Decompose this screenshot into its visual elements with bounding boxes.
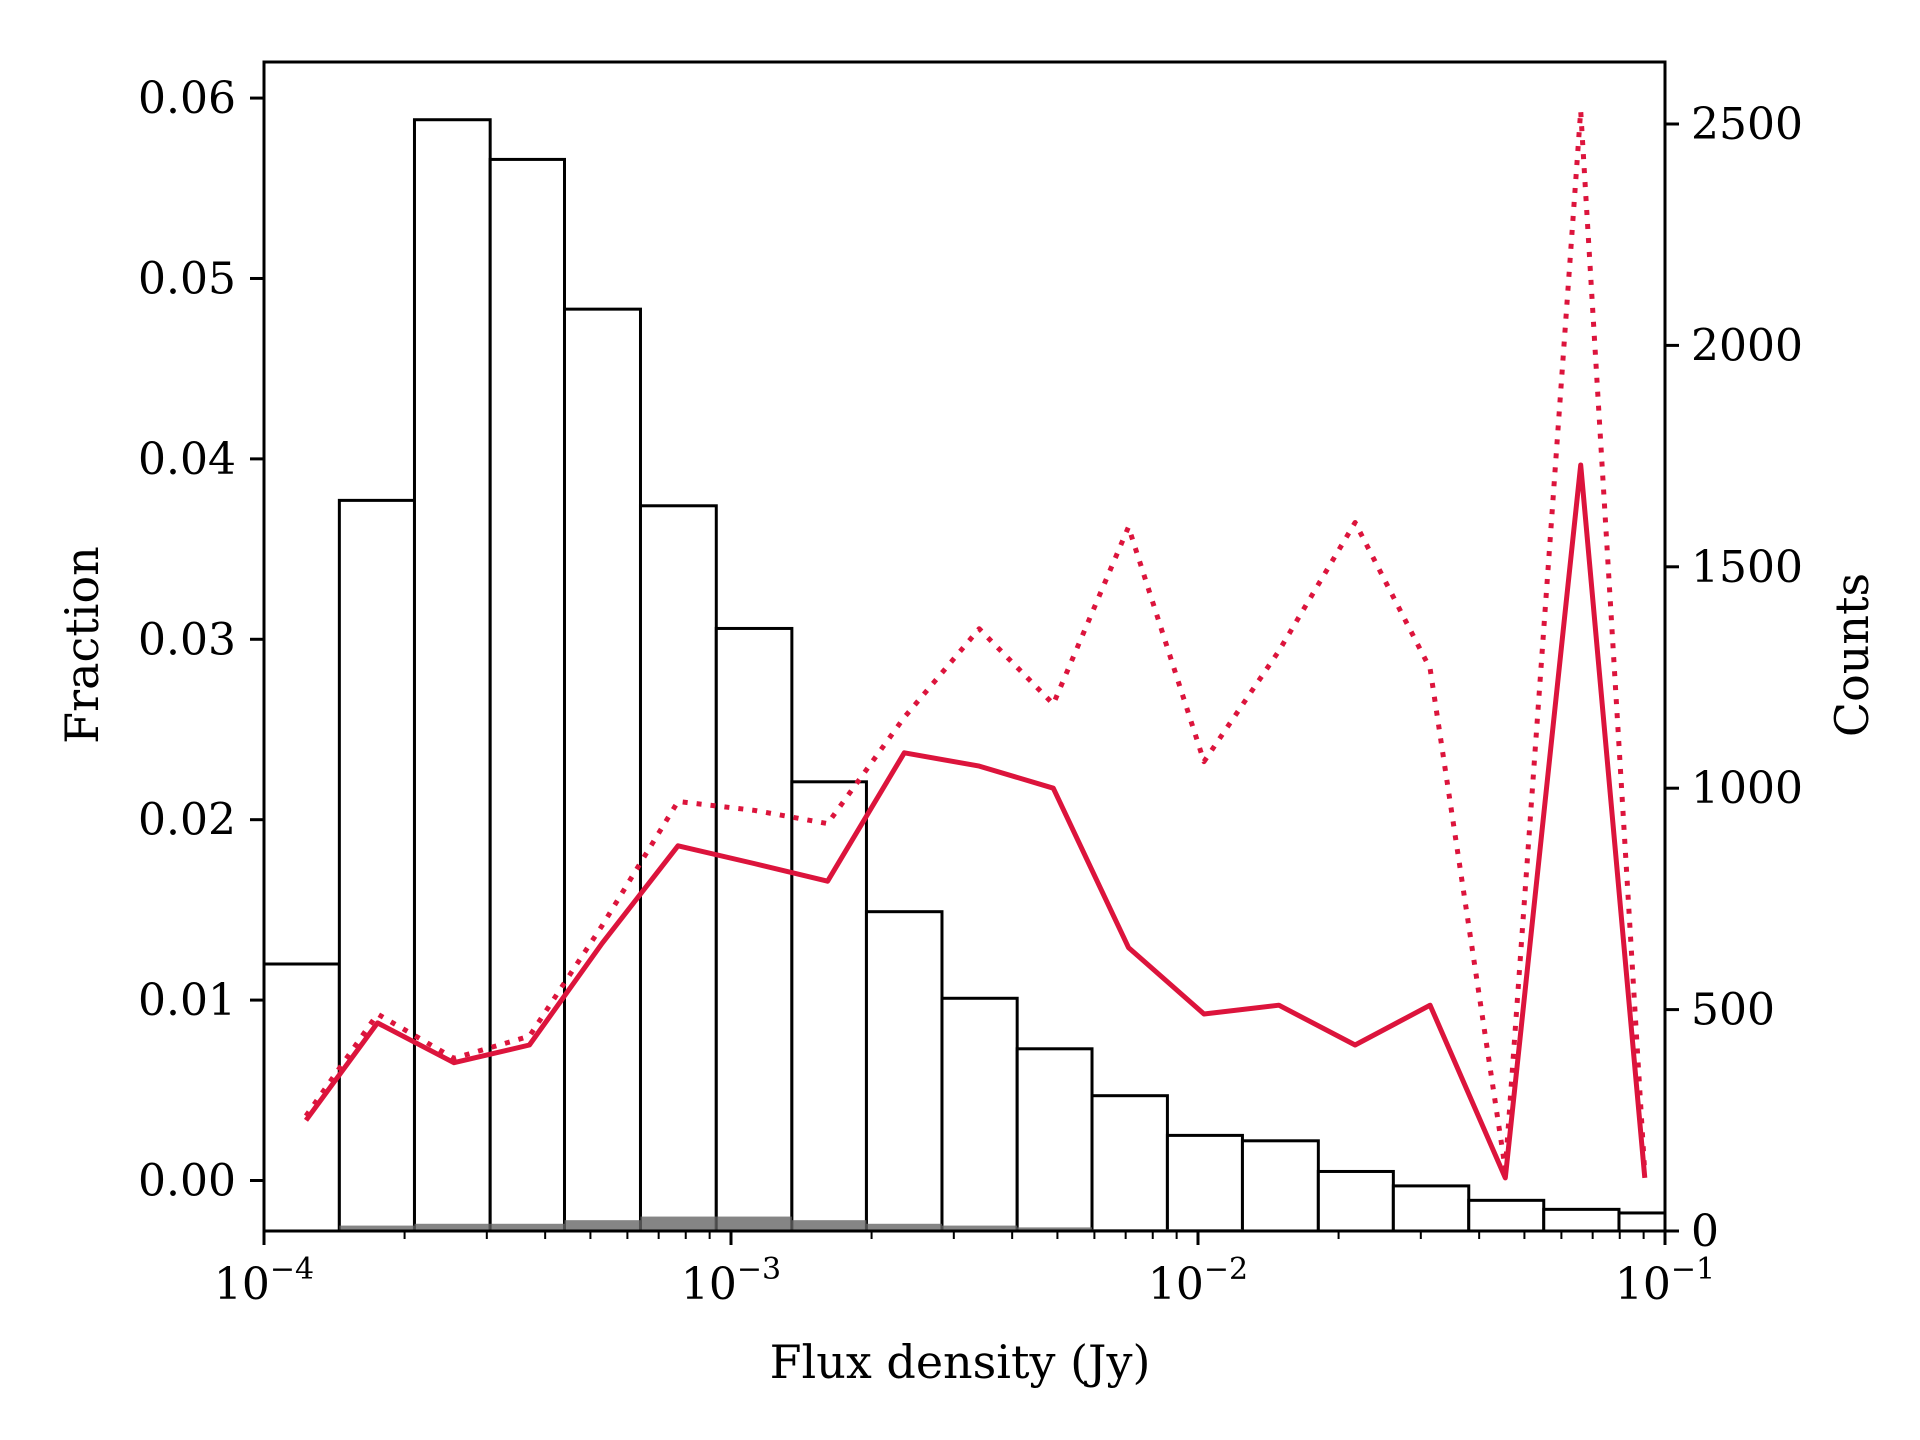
- histogram-bar: [1015, 1047, 1094, 1233]
- y-axis-left-label: Fraction: [55, 546, 109, 744]
- x-tick-label: 10−1: [1615, 1252, 1715, 1310]
- y-left-tick-label: 0.04: [138, 434, 236, 485]
- histogram-bar: [1165, 1133, 1244, 1233]
- histogram-bar: [790, 780, 868, 1233]
- subset-bar: [640, 1216, 717, 1231]
- histogram-bar: [1391, 1184, 1471, 1233]
- histogram-bar: [940, 996, 1019, 1233]
- subset-bar: [490, 1223, 565, 1231]
- y-axis-left: 0.00 0.01 0.02 0.03 0.04 0.05 0.06: [138, 73, 264, 1206]
- y-axis-right-label: Counts: [1825, 573, 1879, 737]
- histogram-bar: [638, 504, 718, 1233]
- y-right-tick-label: 500: [1691, 985, 1775, 1036]
- histogram-bar: [1240, 1139, 1320, 1233]
- histogram-bar: [262, 962, 341, 1233]
- histogram-bar: [864, 910, 944, 1233]
- y-right-tick-label: 2500: [1691, 99, 1803, 150]
- x-tick-label: 10−4: [214, 1252, 314, 1310]
- histogram-bar: [714, 626, 794, 1233]
- y-right-tick-label: 1500: [1691, 542, 1803, 593]
- x-tick-label: 10−2: [1148, 1252, 1248, 1310]
- subset-bar: [716, 1216, 792, 1231]
- dotted-count-line: [303, 108, 1648, 1174]
- histogram-bar: [488, 157, 566, 1233]
- y-left-tick-label: 0.03: [138, 614, 236, 665]
- subset-bar: [791, 1220, 867, 1231]
- solid-count-line: [303, 462, 1648, 1181]
- subset-bar: [414, 1223, 491, 1231]
- histogram-bar: [1467, 1198, 1546, 1233]
- y-axis-right: 0 500 1000 1500 2000 2500: [1665, 99, 1803, 1257]
- histogram-bar: [337, 498, 416, 1233]
- subset-bar: [941, 1225, 1018, 1231]
- plot-frame: [262, 60, 1667, 1233]
- histogram-bar: [562, 307, 642, 1233]
- histogram-bar: [1090, 1094, 1169, 1233]
- subset-bar: [564, 1220, 641, 1231]
- histogram-bar: [1617, 1211, 1667, 1233]
- y-right-tick-label: 2000: [1691, 320, 1803, 371]
- subset-bar: [866, 1223, 942, 1231]
- histogram-bar: [412, 118, 492, 1233]
- x-axis: 10−4 10−3 10−2 10−1: [214, 1231, 1715, 1310]
- y-left-tick-label: 0.01: [138, 975, 236, 1026]
- y-left-tick-label: 0.02: [138, 795, 236, 846]
- subset-bar: [339, 1225, 415, 1231]
- subset-bar: [1017, 1227, 1093, 1231]
- y-left-tick-label: 0.06: [138, 73, 236, 124]
- y-left-tick-label: 0.05: [138, 253, 236, 304]
- histogram-bar: [1316, 1169, 1395, 1233]
- y-right-tick-label: 1000: [1691, 763, 1803, 814]
- x-tick-label: 10−3: [681, 1252, 781, 1310]
- y-left-tick-label: 0.00: [138, 1155, 236, 1206]
- histogram-bar: [1542, 1207, 1621, 1233]
- count-lines: [303, 108, 1648, 1181]
- x-axis-label: Flux density (Jy): [770, 1335, 1151, 1389]
- y-right-tick-label: 0: [1691, 1206, 1719, 1257]
